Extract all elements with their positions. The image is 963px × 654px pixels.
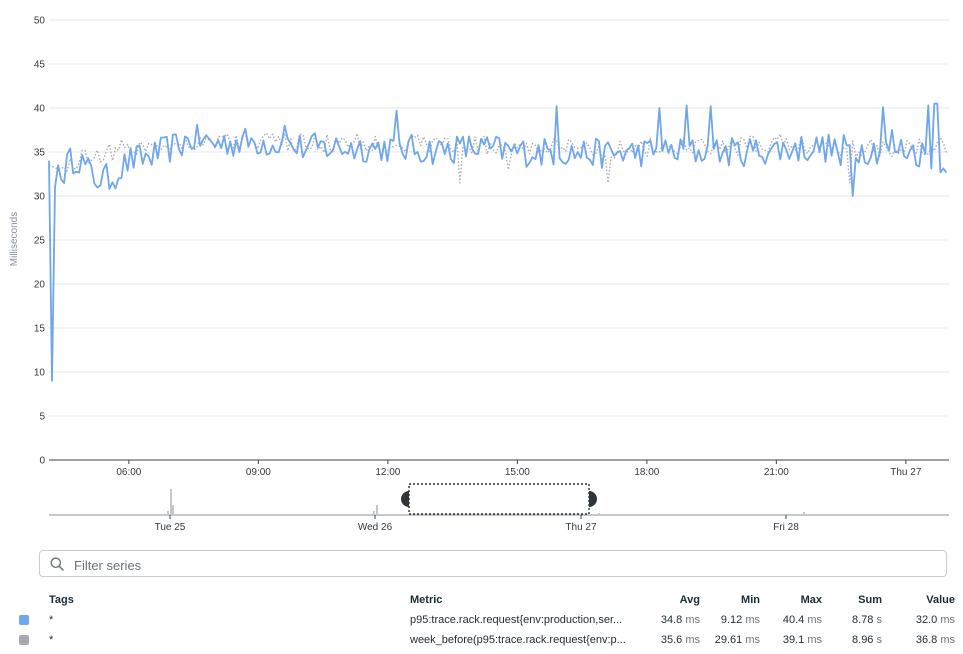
row-avg-unit: ms bbox=[685, 614, 700, 626]
y-tick-label: 5 bbox=[39, 412, 45, 423]
row-min-unit: ms bbox=[745, 614, 760, 626]
series-color-swatch bbox=[19, 615, 29, 626]
navigator-tick-label: Thu 27 bbox=[565, 522, 597, 533]
navigator-tick-label: Fri 28 bbox=[773, 522, 799, 533]
x-tick-label: 06:00 bbox=[116, 467, 141, 478]
row-avg: 34.8 bbox=[660, 614, 683, 626]
series-lines bbox=[48, 102, 948, 382]
x-tick-label: 21:00 bbox=[764, 467, 789, 478]
x-axis-ticks: 06:00 09:00 12:00 15:00 18:00 21:00 Thu 27 bbox=[116, 460, 922, 478]
navigator-right-handle[interactable] bbox=[589, 491, 597, 507]
navigator-bar bbox=[172, 505, 174, 515]
header-metric[interactable]: Metric bbox=[410, 594, 443, 606]
row-tags: * bbox=[49, 614, 54, 626]
header-value[interactable]: Value bbox=[926, 594, 955, 606]
y-tick-label: 15 bbox=[34, 324, 46, 335]
navigator-left-handle[interactable] bbox=[401, 491, 409, 507]
row-metric: week_before(p95:trace.rack.request{env:p… bbox=[410, 634, 626, 647]
row-min: 29.61 bbox=[714, 634, 743, 646]
row-value-unit: ms bbox=[940, 614, 955, 626]
navigator-bar bbox=[598, 513, 600, 515]
row-sum-unit: s bbox=[876, 634, 883, 646]
series-line-current bbox=[48, 102, 948, 382]
navigator-bar bbox=[376, 505, 378, 515]
filter-series-input[interactable] bbox=[72, 554, 936, 576]
legend-row[interactable]: * p95:trace.rack.request{env:production,… bbox=[0, 610, 955, 630]
row-value: 36.8 bbox=[915, 634, 938, 646]
row-avg-unit: ms bbox=[685, 634, 700, 646]
row-sum-unit: s bbox=[876, 614, 883, 626]
navigator-bar bbox=[167, 511, 169, 515]
navigator-bar bbox=[803, 512, 805, 515]
x-tick-label: 12:00 bbox=[375, 467, 400, 478]
x-tick-label: Thu 27 bbox=[890, 467, 922, 478]
header-sum[interactable]: Sum bbox=[858, 594, 882, 606]
row-sum: 8.96 bbox=[852, 634, 874, 646]
row-value-unit: ms bbox=[940, 634, 955, 646]
row-max: 39.1 bbox=[782, 634, 805, 646]
series-color-swatch bbox=[19, 635, 29, 646]
y-tick-label: 45 bbox=[34, 60, 46, 71]
navigator-selection[interactable] bbox=[408, 483, 590, 515]
y-axis-label: Milliseconds bbox=[9, 212, 20, 266]
y-tick-label: 10 bbox=[34, 368, 46, 379]
row-tags: * bbox=[49, 634, 54, 646]
y-tick-label: 30 bbox=[34, 192, 46, 203]
navigator-bars bbox=[167, 489, 805, 515]
x-tick-label: 18:00 bbox=[634, 467, 659, 478]
y-tick-label: 50 bbox=[34, 16, 46, 27]
row-avg: 35.6 bbox=[660, 634, 683, 646]
y-tick-label: 40 bbox=[34, 104, 46, 115]
navigator-tick-label: Tue 25 bbox=[155, 522, 186, 533]
header-min[interactable]: Min bbox=[741, 594, 760, 606]
row-min: 9.12 bbox=[720, 614, 743, 626]
y-axis-ticks: 0 5 10 15 20 25 30 35 40 45 50 bbox=[34, 16, 46, 467]
x-tick-label: 09:00 bbox=[246, 467, 271, 478]
x-tick-label: 15:00 bbox=[505, 467, 530, 478]
header-tags[interactable]: Tags bbox=[49, 594, 74, 606]
row-sum: 8.78 bbox=[852, 614, 874, 626]
header-avg[interactable]: Avg bbox=[679, 594, 700, 606]
navigator-bar bbox=[373, 511, 375, 515]
row-value: 32.0 bbox=[915, 614, 938, 626]
y-tick-label: 20 bbox=[34, 280, 46, 291]
y-tick-label: 0 bbox=[39, 456, 45, 467]
navigator-tick-label: Wed 26 bbox=[358, 522, 393, 533]
row-max-unit: ms bbox=[807, 634, 822, 646]
navigator-ticks: Tue 25 Wed 26 Thu 27 Fri 28 bbox=[155, 515, 799, 533]
gridlines bbox=[49, 19, 949, 417]
row-min-unit: ms bbox=[745, 634, 760, 646]
header-max[interactable]: Max bbox=[800, 594, 822, 606]
row-metric: p95:trace.rack.request{env:production,se… bbox=[410, 614, 623, 627]
row-max-unit: ms bbox=[807, 614, 822, 626]
y-tick-label: 35 bbox=[34, 148, 46, 159]
filter-series-box[interactable] bbox=[39, 550, 947, 577]
navigator-bar bbox=[170, 489, 172, 515]
legend-table: Tags Metric Avg Min Max Sum Value * p95:… bbox=[0, 590, 955, 650]
range-navigator[interactable]: Tue 25 Wed 26 Thu 27 Fri 28 bbox=[49, 483, 949, 533]
y-tick-label: 25 bbox=[34, 236, 46, 247]
search-icon bbox=[50, 557, 64, 571]
row-max: 40.4 bbox=[782, 614, 805, 626]
legend-row[interactable]: * week_before(p95:trace.rack.request{env… bbox=[0, 630, 955, 650]
legend-header-row: Tags Metric Avg Min Max Sum Value bbox=[0, 590, 955, 610]
